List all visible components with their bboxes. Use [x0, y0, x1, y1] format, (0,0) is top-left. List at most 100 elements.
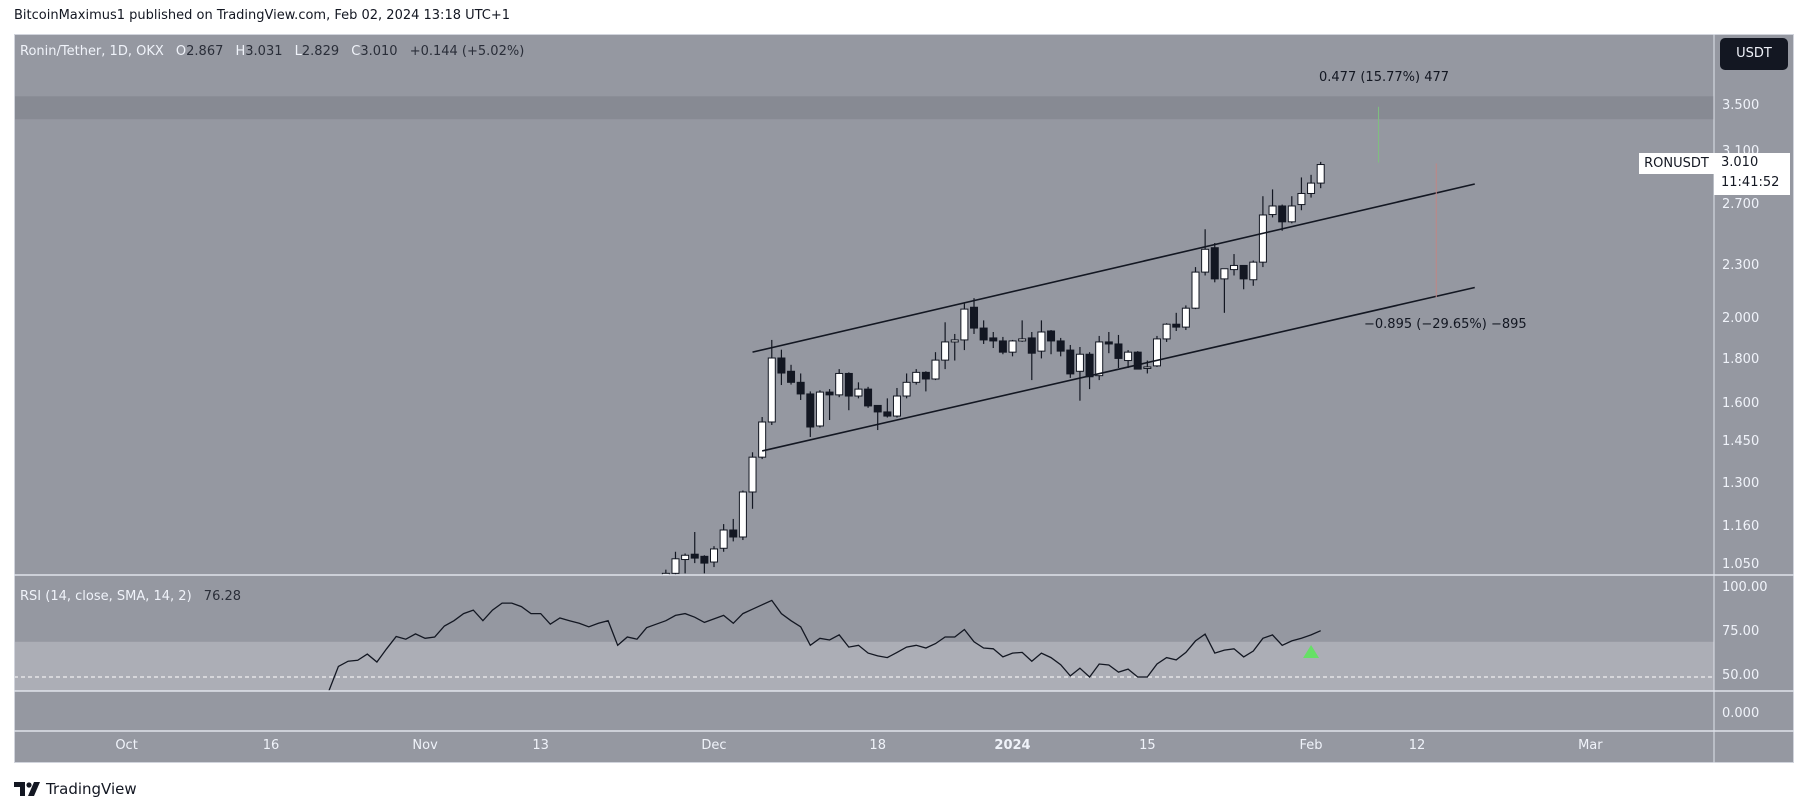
candle — [719, 524, 728, 552]
candle — [767, 339, 776, 425]
candle-body — [1085, 353, 1094, 378]
candle — [1210, 243, 1219, 283]
symbol-price-tag: RONUSDT — [1639, 153, 1714, 174]
time-tick-label: 18 — [869, 738, 886, 753]
candle-body — [767, 357, 776, 423]
candle-body — [710, 548, 718, 563]
candle — [1027, 331, 1036, 381]
time-tick-label: 13 — [532, 738, 549, 753]
channel-upper-line — [752, 183, 1475, 353]
legend-symbol[interactable]: Ronin/Tether, 1D, OKX — [20, 44, 164, 59]
rsi-line — [328, 599, 1321, 691]
candle-body — [815, 391, 824, 427]
time-tick-label: Oct — [115, 738, 138, 753]
price-tick-label: 1.050 — [1722, 557, 1760, 572]
rsi-legend: RSI (14, close, SMA, 14, 2) 76.28 — [20, 589, 241, 604]
candle-body — [748, 456, 757, 493]
candle — [1307, 174, 1316, 198]
candle-body — [1047, 330, 1056, 342]
legend-low: 2.829 — [301, 44, 340, 59]
price-tick-label: 1.160 — [1722, 519, 1760, 535]
candle-body — [1066, 349, 1075, 375]
candle-body — [864, 388, 873, 407]
candle-body — [1124, 351, 1133, 362]
candle — [873, 404, 882, 431]
candle-body — [1210, 247, 1219, 280]
candle-body — [873, 404, 882, 413]
candle — [960, 303, 969, 351]
legend-high-label: H — [235, 44, 246, 59]
candle — [979, 320, 988, 344]
candle-body — [671, 558, 680, 574]
price-tick-label: 3.500 — [1722, 98, 1760, 114]
candle-body — [777, 357, 786, 374]
candle-body — [1220, 268, 1229, 280]
candle-body — [1181, 307, 1190, 328]
candle — [758, 417, 767, 460]
price-tick-label: 2.000 — [1722, 311, 1760, 327]
candle — [1297, 177, 1306, 211]
rsi-legend-value: 76.28 — [203, 589, 242, 604]
candle — [835, 369, 844, 398]
candle — [921, 371, 930, 392]
candle-body — [1239, 264, 1248, 280]
candle-body — [729, 529, 738, 538]
bar-countdown: 11:41:52 — [1721, 175, 1780, 190]
candle-body — [806, 393, 815, 428]
tradingview-logo-icon — [14, 782, 40, 796]
candle — [738, 490, 747, 541]
candle — [1172, 312, 1181, 332]
time-tick-label: Mar — [1578, 738, 1603, 753]
candle — [1249, 260, 1258, 286]
candle — [998, 336, 1007, 355]
currency-button[interactable]: USDT — [1720, 38, 1788, 70]
candle-body — [796, 381, 805, 395]
rsi-pane[interactable] — [14, 599, 1714, 712]
measure-down-label: −0.895 (−29.65%) −895 — [1364, 317, 1527, 332]
candle — [825, 389, 834, 421]
resistance-zone — [15, 96, 1714, 120]
tradingview-footer[interactable]: TradingView — [14, 780, 137, 798]
candle-body — [719, 529, 728, 549]
candle — [777, 349, 786, 386]
candle — [806, 391, 815, 437]
candle-body — [921, 371, 930, 380]
candle — [729, 518, 738, 542]
candle-body — [989, 337, 998, 342]
candle-body — [1095, 341, 1104, 377]
price-pane[interactable] — [14, 96, 1714, 592]
candle — [941, 322, 950, 370]
candle — [1191, 267, 1200, 310]
candle — [1220, 268, 1229, 313]
candle-body — [1230, 264, 1239, 271]
candle-body — [1104, 341, 1113, 345]
candle-body — [902, 381, 911, 397]
candle — [681, 553, 690, 574]
candle — [1104, 331, 1113, 354]
time-tick-label: Dec — [701, 738, 727, 753]
candle — [864, 386, 873, 408]
price-tick-label: 1.450 — [1722, 433, 1760, 449]
candle — [1133, 351, 1142, 370]
empty-pane-tick-label: 0.000 — [1722, 706, 1760, 721]
candle-body — [1316, 164, 1325, 184]
candle-body — [690, 553, 699, 559]
candle — [844, 372, 853, 411]
time-tick-label: 12 — [1408, 738, 1426, 753]
price-tick-label: 1.600 — [1722, 396, 1760, 412]
rsi-legend-label[interactable]: RSI (14, close, SMA, 14, 2) — [20, 589, 192, 604]
candle-body — [1133, 351, 1142, 370]
chart-frame[interactable] — [14, 34, 1794, 763]
candle — [989, 331, 998, 349]
legend-open-label: O — [175, 44, 187, 59]
candle — [970, 298, 979, 334]
candle — [787, 364, 796, 385]
measure-up-label: 0.477 (15.77%) 477 — [1319, 70, 1450, 85]
price-tick-label: 1.300 — [1722, 475, 1760, 491]
candle-body — [883, 411, 892, 417]
candle-body — [1201, 248, 1210, 273]
candle-body — [1307, 182, 1316, 194]
candle-body — [1143, 366, 1152, 369]
candle — [854, 382, 863, 399]
